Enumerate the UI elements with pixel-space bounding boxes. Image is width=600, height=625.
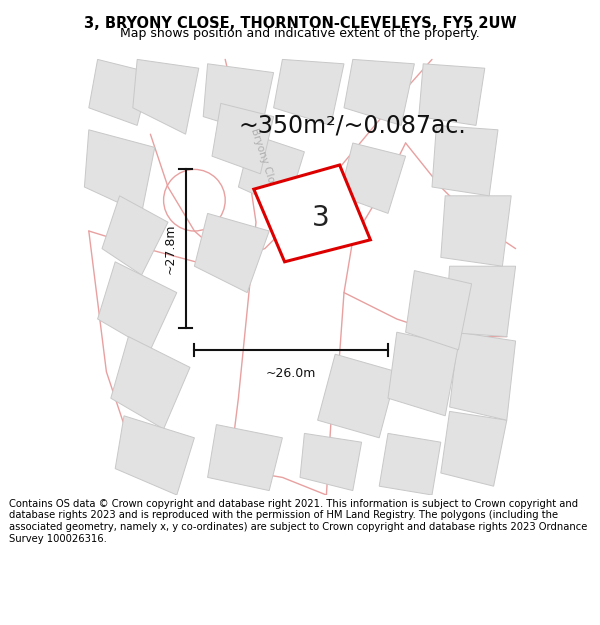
Polygon shape (441, 196, 511, 266)
Text: 3, BRYONY CLOSE, THORNTON-CLEVELEYS, FY5 2UW: 3, BRYONY CLOSE, THORNTON-CLEVELEYS, FY5… (83, 16, 517, 31)
Polygon shape (445, 266, 515, 337)
Text: 3: 3 (312, 204, 330, 232)
Polygon shape (115, 416, 194, 495)
Polygon shape (208, 424, 283, 491)
Polygon shape (98, 262, 177, 350)
Polygon shape (203, 64, 274, 134)
Text: ~350m²/~0.087ac.: ~350m²/~0.087ac. (238, 113, 466, 138)
Polygon shape (441, 411, 507, 486)
Polygon shape (254, 165, 370, 262)
Polygon shape (102, 196, 168, 275)
Polygon shape (111, 337, 190, 429)
Polygon shape (379, 433, 441, 495)
Polygon shape (194, 213, 269, 292)
Polygon shape (212, 103, 274, 174)
Polygon shape (274, 59, 344, 126)
Polygon shape (419, 64, 485, 126)
Text: Contains OS data © Crown copyright and database right 2021. This information is : Contains OS data © Crown copyright and d… (9, 499, 587, 544)
Text: Map shows position and indicative extent of the property.: Map shows position and indicative extent… (120, 27, 480, 39)
Polygon shape (238, 134, 304, 209)
Polygon shape (432, 126, 498, 196)
Polygon shape (406, 271, 472, 350)
Polygon shape (133, 59, 199, 134)
Polygon shape (287, 178, 349, 249)
Text: Bryony Close: Bryony Close (250, 126, 280, 195)
Text: ~27.8m: ~27.8m (164, 223, 177, 274)
Polygon shape (388, 332, 458, 416)
Polygon shape (344, 59, 415, 126)
Polygon shape (85, 130, 155, 213)
Polygon shape (340, 143, 406, 213)
Polygon shape (89, 59, 151, 126)
Polygon shape (300, 433, 362, 491)
Text: ~26.0m: ~26.0m (266, 368, 316, 381)
Polygon shape (449, 332, 515, 420)
Polygon shape (317, 354, 397, 437)
